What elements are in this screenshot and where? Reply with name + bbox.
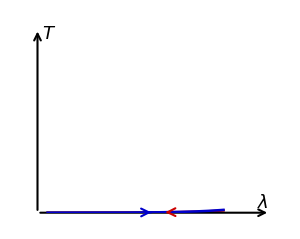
Text: $T$: $T$ bbox=[41, 25, 56, 43]
Text: $\lambda$: $\lambda$ bbox=[257, 194, 269, 212]
